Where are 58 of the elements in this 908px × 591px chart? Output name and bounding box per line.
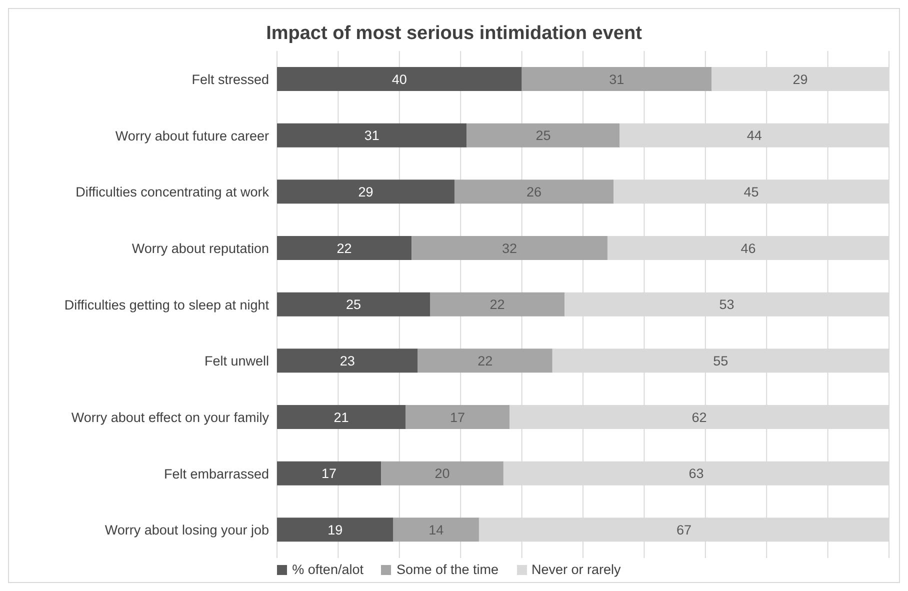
data-label: 46 [740, 240, 756, 256]
legend-label: Never or rarely [530, 562, 621, 577]
bar [454, 180, 614, 204]
data-label: 25 [346, 297, 362, 312]
data-label: 31 [609, 72, 624, 87]
data-label: 62 [692, 410, 707, 425]
data-label: 31 [364, 128, 380, 144]
data-label: 21 [334, 410, 349, 425]
data-label: 17 [450, 410, 466, 425]
y-tick-label: Worry about future career [115, 128, 270, 144]
y-tick-label: Difficulties getting to sleep at night [64, 297, 270, 312]
bar [277, 123, 467, 148]
data-label: 29 [792, 72, 808, 87]
bar [430, 292, 565, 316]
data-label: 19 [328, 522, 343, 538]
bar [406, 405, 510, 429]
data-label: 14 [428, 522, 444, 538]
bar [466, 123, 620, 148]
bar [393, 518, 479, 542]
bar [277, 236, 412, 260]
data-label: 22 [478, 353, 493, 368]
data-label: 67 [676, 522, 692, 538]
data-label: 23 [340, 353, 355, 368]
bar [381, 461, 504, 486]
y-tick-label: Felt unwell [204, 354, 269, 369]
data-label: 55 [713, 353, 728, 368]
data-label: 20 [434, 466, 450, 482]
data-label: 44 [746, 128, 762, 144]
y-tick-label: Worry about reputation [132, 240, 269, 256]
bar [418, 348, 552, 373]
data-label: 22 [336, 240, 352, 256]
bar [277, 67, 522, 91]
data-label: 29 [358, 184, 374, 200]
bar [277, 292, 430, 316]
data-label: 45 [744, 184, 759, 200]
data-label: 32 [502, 240, 518, 256]
chart-title: Impact of most serious intimidation event [265, 22, 643, 46]
bar [522, 67, 712, 91]
y-tick-label: Felt embarrassed [164, 466, 269, 482]
bar [412, 236, 608, 260]
data-label: 22 [490, 297, 505, 312]
bar [277, 180, 454, 204]
y-tick-label: Worry about effect on your family [71, 410, 270, 425]
y-tick-label: Worry about losing your job [104, 522, 269, 538]
data-label: 17 [322, 466, 337, 482]
data-label: 53 [719, 297, 734, 312]
bar [277, 348, 418, 373]
bar [277, 518, 394, 542]
legend-label: Some of the time [395, 562, 499, 577]
y-tick-label: Felt stressed [192, 72, 269, 87]
data-label: 26 [526, 184, 542, 200]
bar [277, 461, 382, 486]
data-label: 25 [536, 128, 551, 144]
data-label: 63 [688, 466, 704, 482]
legend-label: % often/alot [291, 562, 364, 577]
y-tick-label: Difficulties concentrating at work [76, 184, 270, 200]
bar [277, 405, 406, 429]
data-label: 40 [392, 72, 407, 87]
